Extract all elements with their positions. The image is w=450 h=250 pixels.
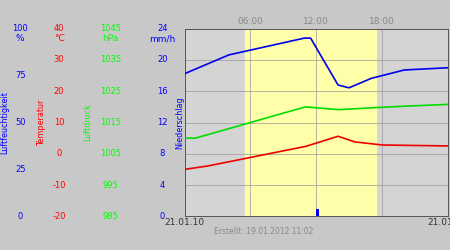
Text: 20: 20 <box>157 56 167 64</box>
Text: 12: 12 <box>157 118 167 127</box>
Text: hPa: hPa <box>103 34 119 43</box>
Text: 1015: 1015 <box>100 118 121 127</box>
Text: 0: 0 <box>160 212 165 221</box>
Text: 1035: 1035 <box>100 56 121 64</box>
Text: 100: 100 <box>13 24 28 33</box>
Text: mm/h: mm/h <box>149 34 176 43</box>
Text: 1005: 1005 <box>100 149 121 158</box>
Text: 25: 25 <box>15 165 26 174</box>
Text: °C: °C <box>54 34 64 43</box>
Text: 1025: 1025 <box>100 87 121 96</box>
Text: Temperatur: Temperatur <box>37 99 46 146</box>
Text: %: % <box>16 34 25 43</box>
Bar <box>316 209 319 216</box>
Text: 0: 0 <box>56 149 62 158</box>
Text: Luftfeuchtigkeit: Luftfeuchtigkeit <box>0 91 9 154</box>
Text: Luftdruck: Luftdruck <box>83 104 92 142</box>
Text: 20: 20 <box>54 87 64 96</box>
Text: -10: -10 <box>52 180 66 190</box>
Text: 4: 4 <box>160 180 165 190</box>
Text: 30: 30 <box>54 56 64 64</box>
Text: Niederschlag: Niederschlag <box>176 96 184 149</box>
Text: 40: 40 <box>54 24 64 33</box>
Text: 995: 995 <box>103 180 119 190</box>
Text: 75: 75 <box>15 71 26 80</box>
Text: 16: 16 <box>157 87 168 96</box>
Text: 10: 10 <box>54 118 64 127</box>
Text: 50: 50 <box>15 118 26 127</box>
Text: 0: 0 <box>18 212 23 221</box>
Text: 985: 985 <box>103 212 119 221</box>
Bar <box>245 29 377 216</box>
Text: 8: 8 <box>160 149 165 158</box>
Text: -20: -20 <box>52 212 66 221</box>
Text: Erstellt: 19.01.2012 11:02: Erstellt: 19.01.2012 11:02 <box>214 227 313 236</box>
Text: 1045: 1045 <box>100 24 121 33</box>
Text: 24: 24 <box>157 24 167 33</box>
